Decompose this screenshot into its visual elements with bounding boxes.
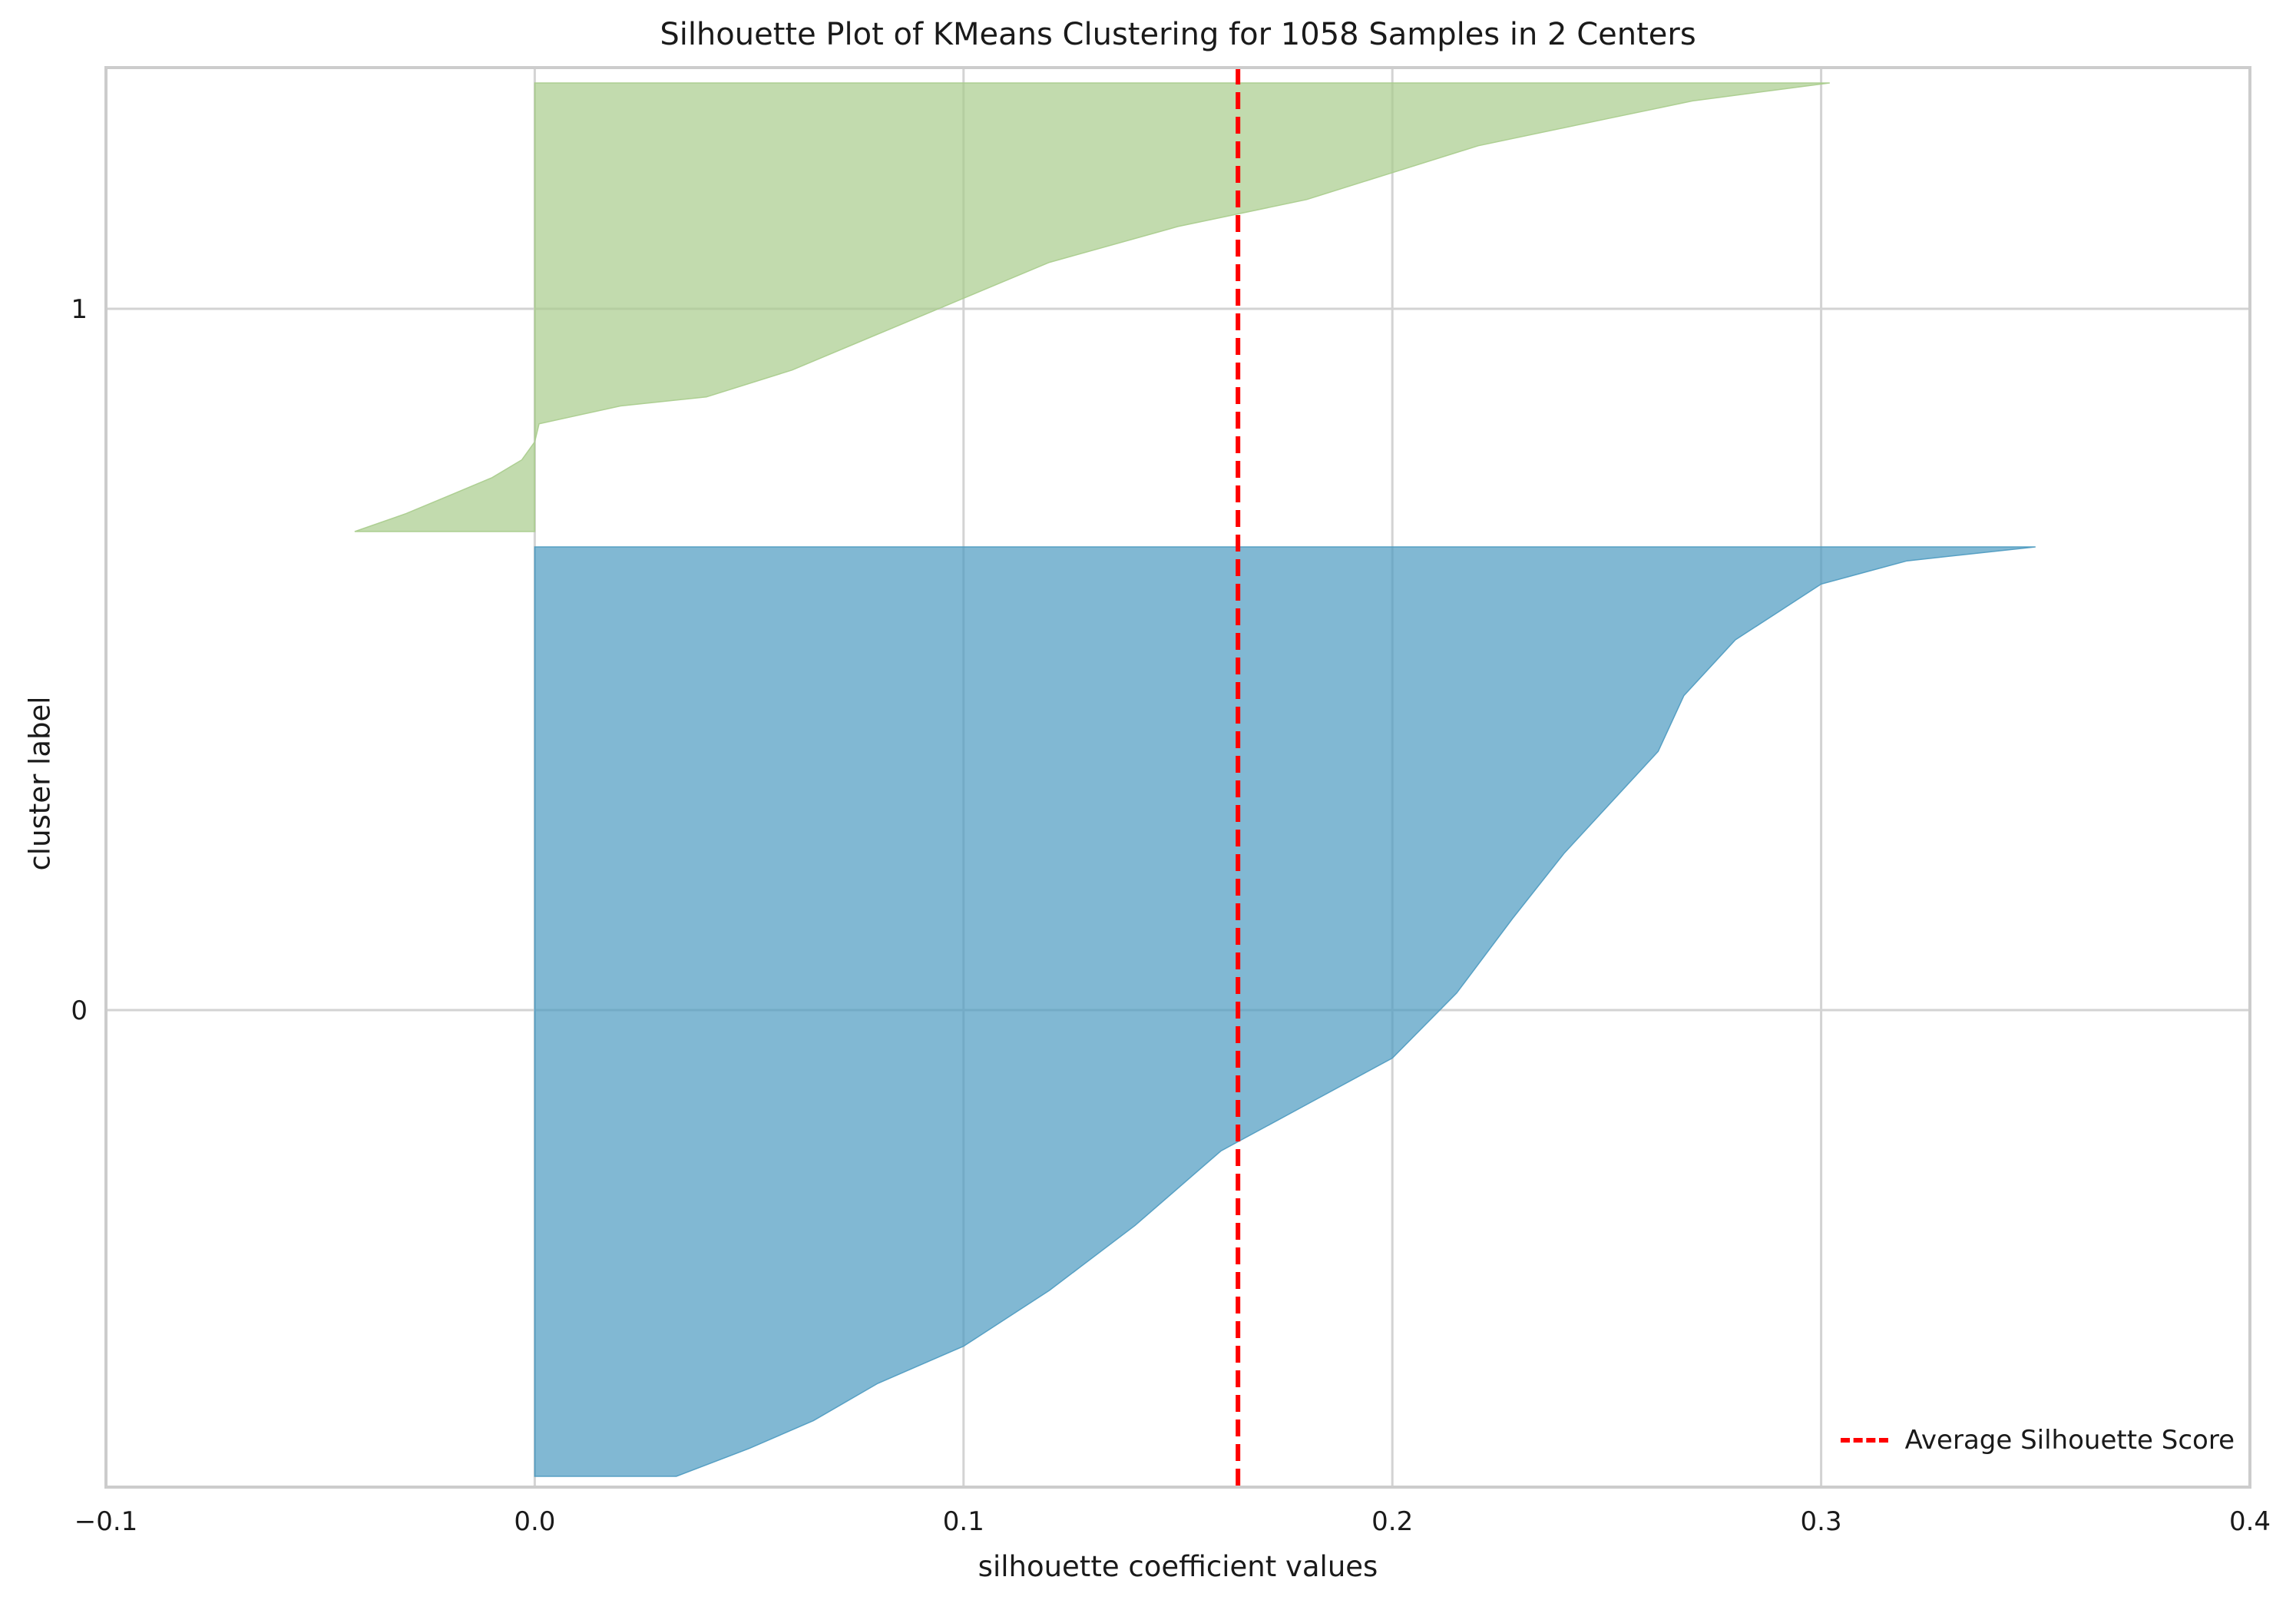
- x-tick-label: 0.0: [514, 1506, 555, 1537]
- x-tick-label: 0.3: [1801, 1506, 1842, 1537]
- legend-label: Average Silhouette Score: [1904, 1425, 2235, 1456]
- y-tick-label: 0: [71, 995, 88, 1026]
- x-tick-label: 0.1: [943, 1506, 984, 1537]
- legend: Average Silhouette Score: [1840, 1425, 2235, 1456]
- chart-title: Silhouette Plot of KMeans Clustering for…: [660, 17, 1696, 52]
- x-tick-label: −0.1: [74, 1506, 138, 1537]
- x-axis-label: silhouette coefficient values: [978, 1550, 1378, 1583]
- cluster-areas: [354, 82, 2036, 1477]
- cluster-1-silhouette-area: [354, 82, 1830, 532]
- x-tick-label: 0.4: [2229, 1506, 2271, 1537]
- cluster-0-silhouette-area: [534, 546, 2036, 1477]
- tick-labels: −0.1 0.0 0.1 0.2 0.3 0.4 0 1: [71, 294, 2271, 1537]
- y-tick-label: 1: [71, 294, 88, 325]
- plot-frame: [104, 66, 2251, 1489]
- x-tick-label: 0.2: [1371, 1506, 1413, 1537]
- legend-dashed-line-icon: [1840, 1438, 1888, 1443]
